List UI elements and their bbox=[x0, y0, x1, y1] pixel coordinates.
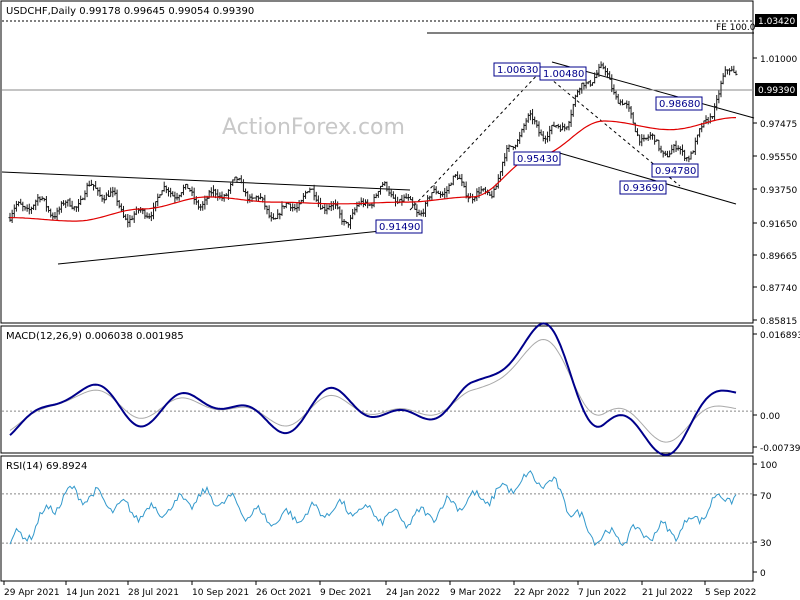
signal-line bbox=[9, 338, 737, 443]
last-price-box bbox=[755, 83, 797, 96]
rsi-line bbox=[9, 470, 737, 547]
price-label-box bbox=[619, 180, 667, 195]
macd-axis: 0.016893 0.00 -0.007393 bbox=[753, 331, 800, 454]
price-axis: 1.01000 0.97475 0.95550 0.93750 0.91650 0.896… bbox=[753, 14, 797, 327]
price-candles bbox=[8, 61, 738, 230]
price-label-box bbox=[375, 219, 423, 234]
rsi-tick-label: 100 bbox=[760, 461, 777, 471]
price-annotations: 1.00630 1.00480 0.98680 0.95430 0.94780 0.936… bbox=[375, 62, 703, 234]
price-tick-label: 0.97475 bbox=[760, 120, 797, 130]
x-tick-label: 9 Mar 2022 bbox=[450, 588, 501, 598]
price-label: 1.00630 bbox=[497, 65, 538, 76]
x-tick-label: 7 Jun 2022 bbox=[578, 588, 626, 598]
x-tick-label: 24 Jan 2022 bbox=[386, 588, 440, 598]
x-tick-label: 9 Dec 2021 bbox=[320, 588, 372, 598]
x-tick-label: 21 Jul 2022 bbox=[642, 588, 693, 598]
top-level-box bbox=[755, 14, 797, 27]
price-label-box bbox=[655, 96, 703, 111]
fe-label: FE 100.0 bbox=[716, 23, 756, 33]
price-label: 0.93690 bbox=[623, 183, 664, 194]
rsi-tick-label: 0 bbox=[760, 569, 766, 579]
price-tick-label: 1.01000 bbox=[760, 55, 797, 65]
top-level-label: 1.03420 bbox=[758, 17, 795, 27]
rsi-panel-frame bbox=[0, 455, 754, 582]
macd-tick-label: 0.016893 bbox=[760, 331, 800, 341]
rsi-tick-label: 30 bbox=[760, 539, 772, 549]
x-tick-label: 22 Apr 2022 bbox=[514, 588, 570, 598]
x-tick-label: 29 Apr 2021 bbox=[4, 588, 60, 598]
price-tick-label: 0.93750 bbox=[760, 186, 797, 196]
macd-tick-label: 0.00 bbox=[760, 412, 780, 422]
macd-line bbox=[9, 322, 737, 457]
x-tick-label: 5 Sep 2022 bbox=[705, 588, 756, 598]
macd-panel-title: MACD(12,26,9) 0.006038 0.001985 bbox=[6, 331, 184, 342]
x-tick-label: 26 Oct 2021 bbox=[256, 588, 312, 598]
trendline bbox=[1, 171, 411, 191]
trendline bbox=[57, 227, 411, 265]
price-tick-label: 0.95550 bbox=[760, 153, 797, 163]
price-label-box bbox=[539, 66, 587, 81]
price-label-box bbox=[513, 151, 561, 166]
price-panel-title: USDCHF,Daily 0.99178 0.99645 0.99054 0.9… bbox=[6, 6, 254, 17]
moving-average-line bbox=[10, 117, 736, 222]
price-label: 0.91490 bbox=[379, 222, 420, 233]
x-tick-label: 10 Sep 2021 bbox=[192, 588, 249, 598]
macd-lines bbox=[2, 322, 753, 457]
price-tick-label: 0.87740 bbox=[760, 284, 797, 294]
watermark: ActionForex.com bbox=[222, 115, 405, 140]
price-moving-average bbox=[10, 117, 736, 222]
trendline bbox=[409, 71, 541, 211]
x-tick-label: 14 Jun 2021 bbox=[66, 588, 120, 598]
macd-tick-label: -0.007393 bbox=[760, 444, 800, 454]
trendlines bbox=[1, 20, 755, 265]
price-label: 0.94780 bbox=[655, 166, 696, 177]
price-label: 1.00480 bbox=[543, 69, 584, 80]
candles-layer bbox=[8, 61, 738, 230]
trendline bbox=[555, 151, 737, 205]
price-label-box bbox=[651, 163, 699, 178]
rsi-panel-title: RSI(14) 69.8924 bbox=[6, 461, 87, 472]
last-price-label: 0.99390 bbox=[758, 86, 795, 96]
x-axis: 29 Apr 2021 14 Jun 2021 28 Jul 2021 10 Sep … bbox=[3, 581, 756, 598]
price-label: 0.95430 bbox=[517, 154, 558, 165]
price-tick-label: 0.91650 bbox=[760, 220, 797, 230]
price-label: 0.98680 bbox=[659, 99, 700, 110]
rsi-tick-label: 70 bbox=[760, 492, 772, 502]
price-tick-label: 0.85815 bbox=[760, 317, 797, 327]
rsi-axis: 100 70 30 0 bbox=[753, 461, 777, 579]
price-panel-frame bbox=[0, 0, 754, 324]
macd-panel-frame bbox=[0, 325, 754, 454]
rsi-line bbox=[2, 470, 753, 547]
x-tick-label: 28 Jul 2021 bbox=[128, 588, 179, 598]
price-tick-label: 0.89665 bbox=[760, 252, 797, 262]
